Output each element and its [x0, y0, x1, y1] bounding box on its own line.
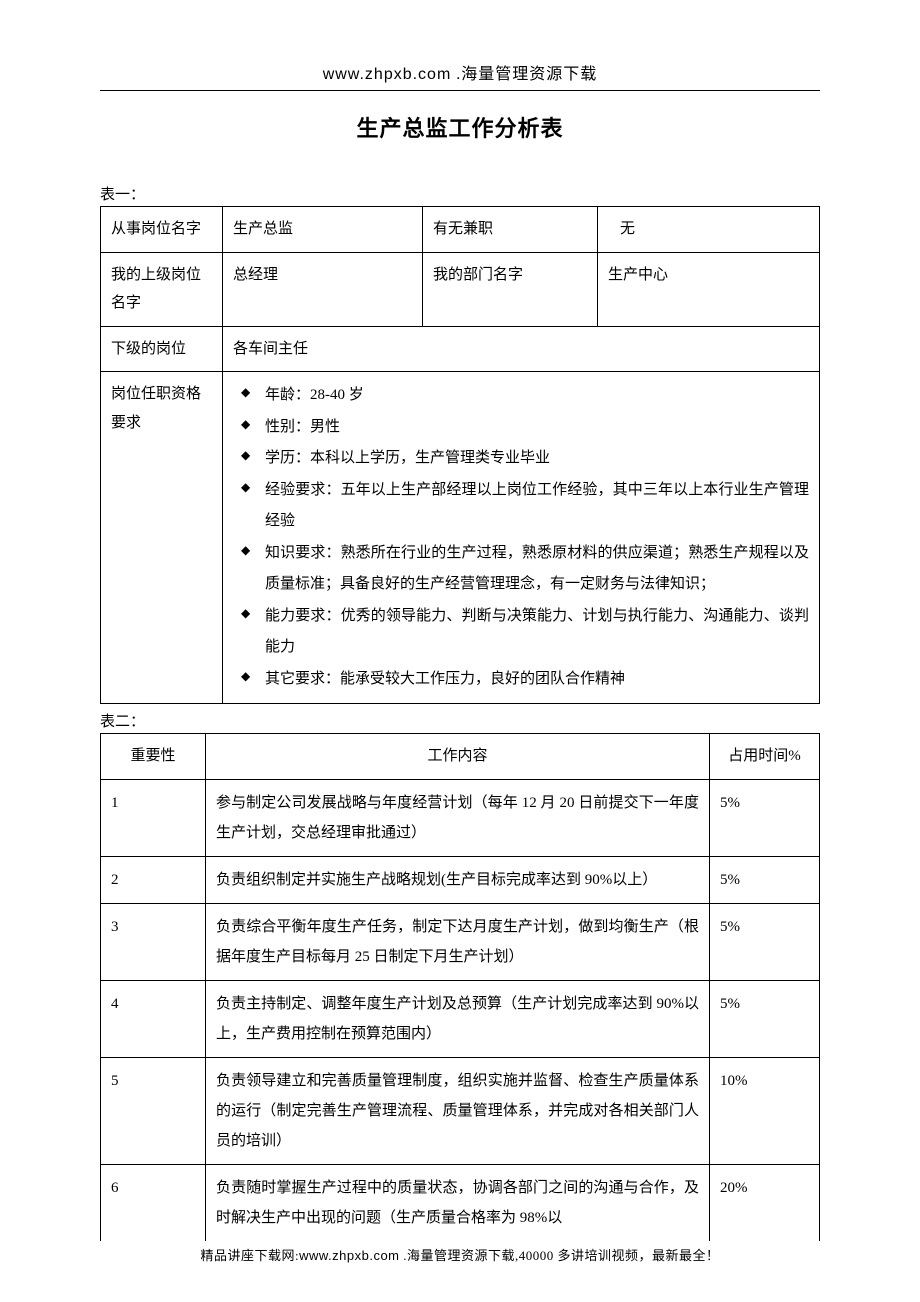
row-number: 2	[101, 856, 206, 903]
footer-url: www.zhpxb.com	[299, 1248, 399, 1263]
col-header: 占用时间%	[710, 734, 820, 780]
cell-value: 生产总监	[223, 207, 423, 253]
row-time: 10%	[710, 1057, 820, 1164]
table-row: 下级的岗位 各车间主任	[101, 326, 820, 372]
table1-label: 表一：	[100, 183, 820, 204]
row-content: 负责随时掌握生产过程中的质量状态，协调各部门之间的沟通与合作，及时解决生产中出现…	[206, 1164, 710, 1241]
page-header: www.zhpxb.com .海量管理资源下载	[100, 60, 820, 84]
footer-prefix: 精品讲座下载网:	[200, 1248, 299, 1263]
row-time: 5%	[710, 856, 820, 903]
requirements-list: 年龄：28-40 岁 性别：男性 学历：本科以上学历，生产管理类专业毕业 经验要…	[233, 380, 809, 695]
page-footer: 精品讲座下载网:www.zhpxb.com .海量管理资源下载,40000 多讲…	[0, 1245, 920, 1264]
table-row: 5 负责领导建立和完善质量管理制度，组织实施并监督、检查生产质量体系的运行（制定…	[101, 1057, 820, 1164]
header-divider	[100, 90, 820, 91]
cell-value: 生产中心	[598, 252, 820, 326]
list-item: 其它要求：能承受较大工作压力，良好的团队合作精神	[237, 664, 809, 696]
table-two: 重要性 工作内容 占用时间% 1 参与制定公司发展战略与年度经营计划（每年 12…	[100, 733, 820, 1241]
list-item: 性别：男性	[237, 412, 809, 444]
row-time: 5%	[710, 903, 820, 980]
cell-value: 各车间主任	[223, 326, 820, 372]
document-title: 生产总监工作分析表	[100, 111, 820, 143]
row-content: 负责主持制定、调整年度生产计划及总预算（生产计划完成率达到 90%以上，生产费用…	[206, 980, 710, 1057]
row-time: 5%	[710, 779, 820, 856]
table-row: 从事岗位名字 生产总监 有无兼职 无	[101, 207, 820, 253]
table2-label: 表二：	[100, 710, 820, 731]
list-item: 年龄：28-40 岁	[237, 380, 809, 412]
table-row: 6 负责随时掌握生产过程中的质量状态，协调各部门之间的沟通与合作，及时解决生产中…	[101, 1164, 820, 1241]
list-item: 学历：本科以上学历，生产管理类专业毕业	[237, 443, 809, 475]
cell-value: 总经理	[223, 252, 423, 326]
row-content: 负责领导建立和完善质量管理制度，组织实施并监督、检查生产质量体系的运行（制定完善…	[206, 1057, 710, 1164]
header-suffix: .海量管理资源下载	[451, 66, 597, 83]
cell-label: 我的上级岗位名字	[101, 252, 223, 326]
row-number: 6	[101, 1164, 206, 1241]
footer-suffix: .海量管理资源下载,40000 多讲培训视频，最新最全！	[400, 1248, 720, 1263]
cell-label: 下级的岗位	[101, 326, 223, 372]
row-content: 负责组织制定并实施生产战略规划(生产目标完成率达到 90%以上）	[206, 856, 710, 903]
row-number: 3	[101, 903, 206, 980]
list-item: 知识要求：熟悉所在行业的生产过程，熟悉原材料的供应渠道；熟悉生产规程以及质量标准…	[237, 538, 809, 601]
table-row: 4 负责主持制定、调整年度生产计划及总预算（生产计划完成率达到 90%以上，生产…	[101, 980, 820, 1057]
row-content: 参与制定公司发展战略与年度经营计划（每年 12 月 20 日前提交下一年度生产计…	[206, 779, 710, 856]
cell-label: 我的部门名字	[423, 252, 598, 326]
row-number: 1	[101, 779, 206, 856]
row-number: 4	[101, 980, 206, 1057]
cell-label: 有无兼职	[423, 207, 598, 253]
table-one: 从事岗位名字 生产总监 有无兼职 无 我的上级岗位名字 总经理 我的部门名字 生…	[100, 206, 820, 704]
row-time: 5%	[710, 980, 820, 1057]
table-row: 我的上级岗位名字 总经理 我的部门名字 生产中心	[101, 252, 820, 326]
cell-value: 无	[598, 207, 820, 253]
row-content: 负责综合平衡年度生产任务，制定下达月度生产计划，做到均衡生产（根据年度生产目标每…	[206, 903, 710, 980]
requirements-cell: 年龄：28-40 岁 性别：男性 学历：本科以上学历，生产管理类专业毕业 经验要…	[223, 372, 820, 704]
header-url: www.zhpxb.com	[323, 66, 452, 83]
table-row: 岗位任职资格要求 年龄：28-40 岁 性别：男性 学历：本科以上学历，生产管理…	[101, 372, 820, 704]
col-header: 重要性	[101, 734, 206, 780]
table-row: 2 负责组织制定并实施生产战略规划(生产目标完成率达到 90%以上） 5%	[101, 856, 820, 903]
list-item: 能力要求：优秀的领导能力、判断与决策能力、计划与执行能力、沟通能力、谈判能力	[237, 601, 809, 664]
col-header: 工作内容	[206, 734, 710, 780]
table-header-row: 重要性 工作内容 占用时间%	[101, 734, 820, 780]
table-row: 1 参与制定公司发展战略与年度经营计划（每年 12 月 20 日前提交下一年度生…	[101, 779, 820, 856]
table-row: 3 负责综合平衡年度生产任务，制定下达月度生产计划，做到均衡生产（根据年度生产目…	[101, 903, 820, 980]
cell-label: 岗位任职资格要求	[101, 372, 223, 704]
row-time: 20%	[710, 1164, 820, 1241]
list-item: 经验要求：五年以上生产部经理以上岗位工作经验，其中三年以上本行业生产管理经验	[237, 475, 809, 538]
cell-label: 从事岗位名字	[101, 207, 223, 253]
row-number: 5	[101, 1057, 206, 1164]
